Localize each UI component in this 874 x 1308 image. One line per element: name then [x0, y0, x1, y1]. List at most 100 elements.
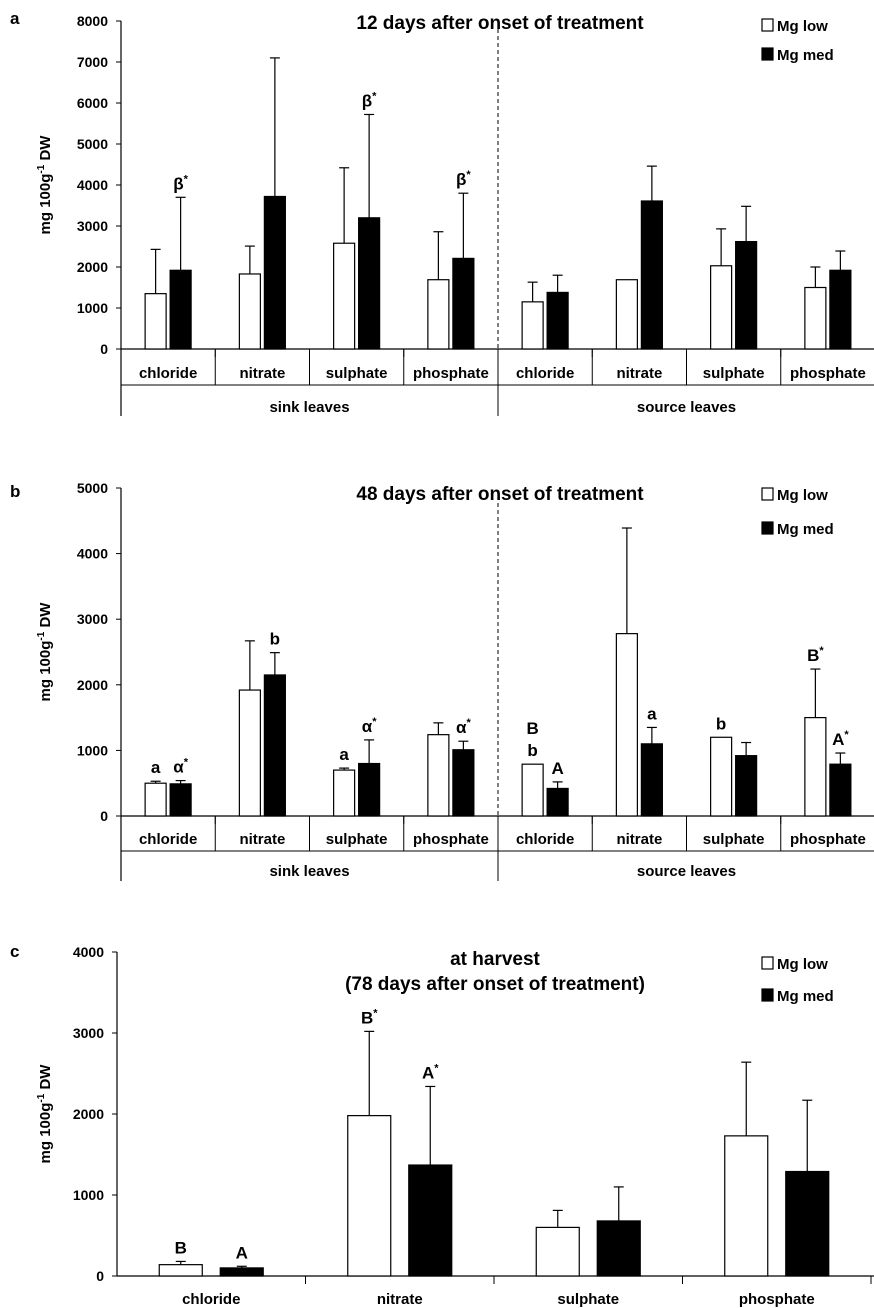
significance-letter: b: [716, 714, 726, 733]
y-axis-label-main: mg 100g: [37, 1103, 54, 1164]
x-category-label: chloride: [516, 365, 574, 382]
significance-label: a: [339, 745, 349, 764]
legend-label-low: Mg low: [777, 487, 828, 504]
x-category-label: nitrate: [616, 831, 662, 848]
y-tick-label: 2000: [77, 677, 108, 693]
x-category-label: sulphate: [703, 831, 765, 848]
x-category-label: chloride: [182, 1291, 240, 1308]
significance-star: *: [466, 717, 471, 729]
significance-label: B*: [807, 645, 824, 665]
bar-mg-med: [452, 749, 475, 817]
y-tick-label: 0: [96, 1268, 104, 1284]
significance-letter: B: [807, 646, 819, 665]
bar-mg-med: [640, 200, 663, 350]
bar-mg-med: [785, 1170, 830, 1277]
significance-letter: B: [526, 719, 538, 738]
significance-letter: B: [175, 1238, 187, 1257]
significance-label: A*: [422, 1062, 439, 1082]
y-tick-label: 3000: [73, 1025, 104, 1041]
y-tick-label: 5000: [77, 136, 108, 152]
significance-label: b: [270, 630, 280, 649]
y-tick-label: 2000: [77, 259, 108, 275]
significance-label: α*: [173, 757, 188, 777]
x-category-label: sulphate: [703, 365, 765, 382]
legend-label-low: Mg low: [777, 956, 828, 973]
significance-letter: α: [456, 718, 467, 737]
significance-star: *: [184, 757, 189, 769]
y-axis-label: mg 100g-1 DW: [36, 135, 54, 235]
chart-title: at harvest: [450, 949, 540, 970]
significance-letter: b: [527, 741, 537, 760]
x-category-label: chloride: [139, 831, 197, 848]
bar-mg-low: [238, 273, 261, 350]
group-label-source: source leaves: [637, 399, 736, 416]
y-tick-label: 1000: [77, 742, 108, 758]
bar-mg-low: [615, 633, 638, 817]
x-category-label: phosphate: [413, 365, 489, 382]
chart-subtitle: (78 days after onset of treatment): [345, 974, 645, 995]
bar-mg-low: [804, 286, 827, 350]
x-category-label: nitrate: [616, 365, 662, 382]
bar-mg-med: [829, 763, 852, 817]
bar-mg-low: [333, 242, 356, 350]
y-tick-label: 3000: [77, 218, 108, 234]
bar-mg-low: [427, 734, 450, 817]
bar-mg-med: [596, 1220, 641, 1277]
bar-mg-med: [546, 787, 569, 817]
significance-label: α*: [362, 716, 377, 736]
significance-letter: β: [173, 174, 183, 193]
bar-mg-med: [452, 257, 475, 350]
significance-letter: B: [361, 1008, 373, 1027]
bar-mg-low: [521, 763, 544, 817]
significance-label: a: [151, 758, 161, 777]
x-category-label: nitrate: [377, 1291, 423, 1308]
significance-label: A: [551, 759, 563, 778]
x-category-label: chloride: [139, 365, 197, 382]
bar-mg-med: [219, 1267, 264, 1277]
significance-letter: a: [339, 745, 349, 764]
bar-mg-med: [169, 783, 192, 817]
significance-star: *: [844, 729, 849, 741]
bar-mg-low: [144, 782, 167, 817]
panel-letter: b: [10, 482, 20, 501]
x-category-label: nitrate: [239, 365, 285, 382]
y-axis-label-tail: DW: [37, 135, 54, 165]
legend-label-med: Mg med: [777, 47, 834, 64]
y-tick-label: 0: [100, 341, 108, 357]
significance-letter: a: [647, 704, 657, 723]
chart-panel-c: c 0 1000 2000 3000 4000 mg 100g-1 DW at harvest…: [10, 942, 874, 1308]
group-label-sink: sink leaves: [269, 863, 349, 880]
significance-label: b: [527, 741, 537, 760]
y-tick-label: 4000: [73, 944, 104, 960]
y-tick-label: 2000: [73, 1106, 104, 1122]
bar-mg-med: [263, 674, 286, 817]
bar-mg-med: [263, 195, 286, 350]
bar-mg-low: [347, 1115, 392, 1277]
significance-star: *: [184, 173, 189, 185]
y-axis-label-sup: -1: [36, 1093, 47, 1102]
legend-swatch-low: [761, 487, 774, 501]
legend-swatch-low: [761, 18, 774, 32]
legend-label-med: Mg med: [777, 988, 834, 1005]
significance-letter: A: [236, 1243, 248, 1262]
significance-label: b: [716, 714, 726, 733]
x-category-label: phosphate: [413, 831, 489, 848]
panel-letter: a: [10, 9, 20, 28]
group-label-sink: sink leaves: [269, 399, 349, 416]
chart-panel-b: b 0 1000 2000 3000 4000 5000 mg 100g-1 DW 48 day…: [10, 480, 874, 881]
significance-letter: a: [151, 758, 161, 777]
bar-mg-low: [521, 301, 544, 350]
significance-star: *: [434, 1062, 439, 1074]
y-axis-label-tail: DW: [37, 1064, 54, 1094]
legend-swatch-low: [761, 956, 774, 970]
legend-swatch-med: [761, 521, 774, 535]
significance-letter: A: [422, 1063, 434, 1082]
significance-label: B: [175, 1238, 187, 1257]
bar-mg-med: [358, 762, 381, 817]
significance-label: A*: [832, 729, 849, 749]
significance-letter: β: [456, 170, 466, 189]
y-tick-label: 4000: [77, 546, 108, 562]
y-axis-label: mg 100g-1 DW: [36, 602, 54, 702]
bar-mg-low: [238, 689, 261, 817]
